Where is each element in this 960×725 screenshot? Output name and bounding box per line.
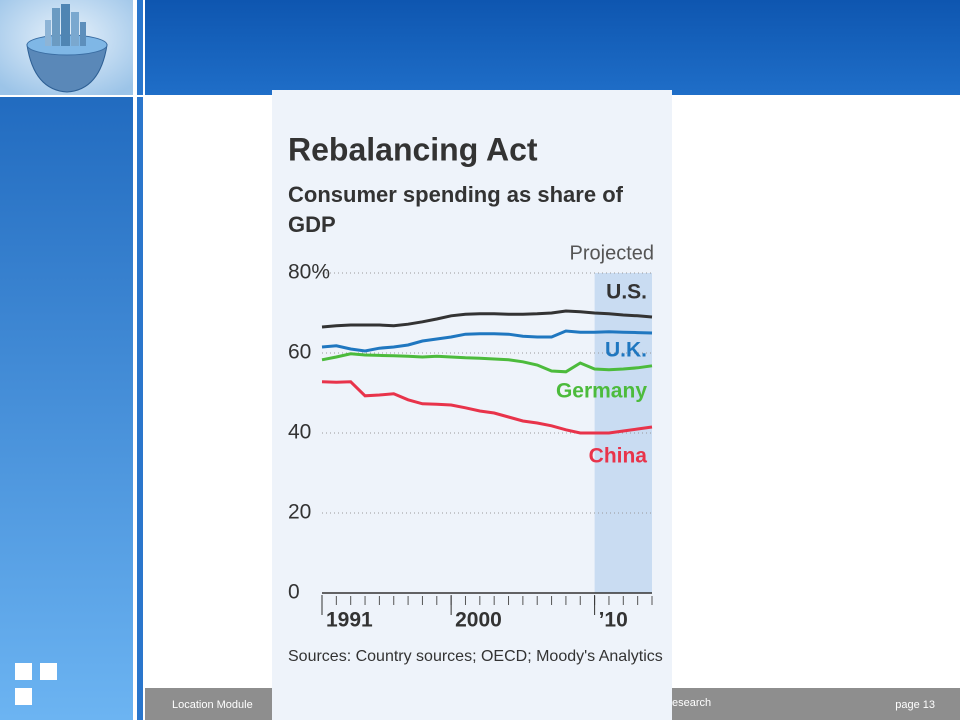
series-line: [321, 352, 653, 374]
source-box: Sources: Country sources; OECD; Moody's …: [288, 648, 663, 665]
footer-text: Location Module: [172, 699, 253, 711]
chart-subtitle-box: Consumer spending as share of GDP: [288, 182, 623, 237]
footer-text: esearch: [672, 697, 711, 709]
series-label: U.K.: [605, 339, 647, 362]
series-line: [321, 329, 653, 353]
y-tick-label: 0: [288, 581, 300, 604]
source: Sources: Country sources; OECD; Moody's …: [288, 648, 663, 665]
series-line: [321, 380, 653, 435]
divider: [133, 0, 137, 720]
top-bar: [145, 0, 960, 95]
x-tick-label: 1991: [326, 609, 373, 632]
series-label: China: [589, 445, 648, 468]
y-tick-label: 40: [288, 421, 311, 444]
series-label: Germany: [556, 380, 647, 403]
icon-square: [15, 663, 32, 680]
plot: Projected 0 20 40 60 80% 1991 2000 ’10 U.S. U.K. Ge…: [288, 242, 654, 631]
x-tick-label: ’10: [599, 609, 628, 632]
chart-subtitle: Consumer spending as share of GDP: [288, 182, 623, 237]
side-strip: [0, 0, 133, 720]
icon-square: [40, 663, 57, 680]
chart-title: Rebalancing Act: [288, 131, 538, 167]
footer-text: page 13: [895, 699, 935, 711]
y-tick-label: 60: [288, 341, 311, 364]
y-tick-label: 80%: [288, 261, 330, 284]
side-line: [137, 0, 143, 720]
logo: [26, 4, 108, 93]
series-line: [321, 309, 653, 329]
series-label: U.S.: [606, 281, 647, 304]
y-tick-label: 20: [288, 501, 311, 524]
x-tick-label: 2000: [455, 609, 502, 632]
icon-square: [15, 688, 32, 705]
projection-label: Projected: [570, 242, 655, 264]
